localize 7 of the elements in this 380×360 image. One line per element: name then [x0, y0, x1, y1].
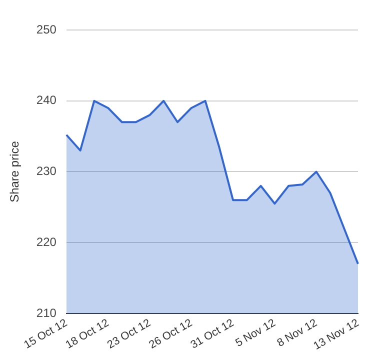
y-tick-label: 230 [36, 164, 57, 178]
x-tick-label: 5 Nov 12 [234, 317, 278, 350]
y-tick-label: 250 [36, 22, 57, 36]
y-axis-title: Share price [8, 140, 22, 202]
y-tick-label: 210 [36, 306, 57, 320]
y-tick-label: 220 [36, 234, 57, 249]
y-tick-label: 240 [36, 93, 57, 108]
